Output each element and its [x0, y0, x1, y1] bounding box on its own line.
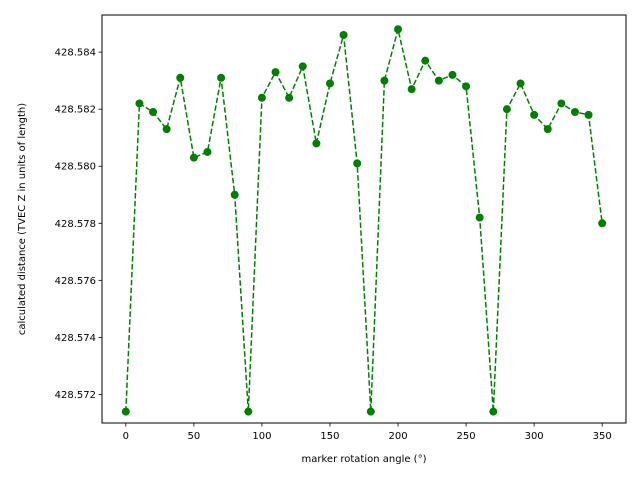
- data-point: [339, 30, 348, 39]
- data-point: [502, 105, 511, 114]
- data-point: [135, 99, 144, 108]
- data-point: [516, 79, 525, 88]
- data-point: [176, 73, 185, 82]
- x-tick-label: 100: [252, 431, 271, 442]
- data-point: [407, 85, 416, 94]
- data-point: [462, 82, 471, 91]
- data-point: [203, 147, 212, 156]
- data-point: [230, 190, 239, 199]
- x-tick-label: 300: [525, 431, 544, 442]
- data-point: [217, 73, 226, 82]
- y-tick-label: 428.582: [55, 105, 96, 116]
- x-tick-label: 0: [123, 431, 129, 442]
- y-axis-ticks: 428.572 428.574 428.576 428.578 428.580 428.5…: [55, 48, 102, 401]
- y-tick-label: 428.576: [55, 276, 96, 287]
- data-point: [598, 219, 607, 228]
- data-point: [312, 139, 321, 148]
- data-point: [570, 108, 579, 117]
- y-tick-label: 428.580: [55, 162, 96, 173]
- data-point: [257, 93, 266, 102]
- axes-frame: [101, 14, 627, 424]
- x-tick-label: 250: [457, 431, 476, 442]
- data-point: [353, 159, 362, 168]
- data-point: [557, 99, 566, 108]
- x-tick-label: 150: [320, 431, 339, 442]
- y-tick-label: 428.574: [55, 333, 96, 344]
- y-tick-label: 428.578: [55, 219, 96, 230]
- x-axis-label: marker rotation angle (°): [302, 454, 427, 465]
- data-point: [394, 25, 403, 34]
- data-point: [543, 125, 552, 134]
- data-point: [149, 108, 158, 117]
- data-point: [380, 76, 389, 85]
- x-tick-label: 200: [388, 431, 407, 442]
- plot-area: [121, 25, 607, 416]
- data-point: [271, 68, 280, 77]
- y-tick-label: 428.572: [55, 390, 96, 401]
- data-point: [421, 56, 430, 65]
- data-point: [121, 407, 130, 416]
- data-point: [475, 213, 484, 222]
- data-point: [584, 110, 593, 119]
- data-point: [244, 407, 253, 416]
- data-point: [285, 93, 294, 102]
- y-axis-label: calculated distance (TVEC Z in units of …: [17, 103, 28, 335]
- data-point: [298, 62, 307, 71]
- x-axis-ticks: 0 50 100 150 200 250 300 350: [123, 423, 612, 442]
- data-point: [366, 407, 375, 416]
- x-tick-label: 50: [188, 431, 201, 442]
- data-point: [325, 79, 334, 88]
- data-point: [434, 76, 443, 85]
- data-point: [530, 110, 539, 119]
- y-tick-label: 428.584: [55, 48, 96, 59]
- data-point: [162, 125, 171, 134]
- data-point: [448, 70, 457, 79]
- x-tick-label: 350: [593, 431, 612, 442]
- data-point: [189, 153, 198, 162]
- data-point: [489, 407, 498, 416]
